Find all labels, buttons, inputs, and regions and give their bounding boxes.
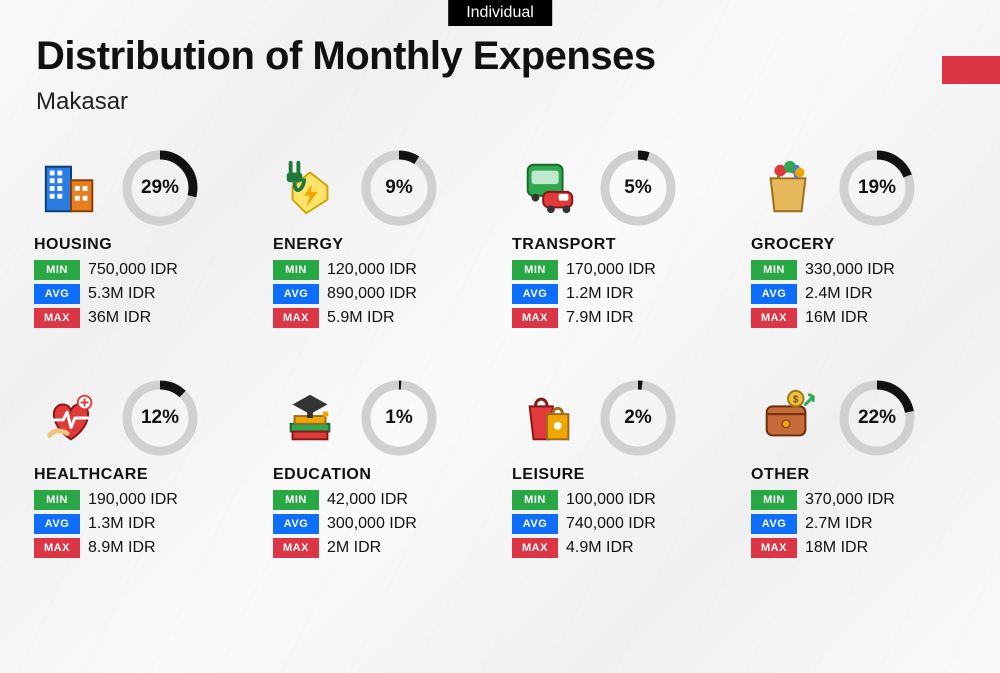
pct-label: 12% xyxy=(122,380,198,456)
max-badge: MAX xyxy=(273,308,319,328)
individual-tag: Individual xyxy=(448,0,552,26)
max-value: 4.9M IDR xyxy=(566,539,634,557)
category-name: TRANSPORT xyxy=(512,236,727,254)
pct-label: 29% xyxy=(122,150,198,226)
category-name: LEISURE xyxy=(512,466,727,484)
pct-label: 9% xyxy=(361,150,437,226)
category-name: HEALTHCARE xyxy=(34,466,249,484)
min-badge: MIN xyxy=(512,490,558,510)
min-badge: MIN xyxy=(34,490,80,510)
max-value: 5.9M IDR xyxy=(327,309,395,327)
max-value: 36M IDR xyxy=(88,309,151,327)
max-value: 18M IDR xyxy=(805,539,868,557)
pct-ring: 2% xyxy=(600,380,676,456)
category-card: 12% HEALTHCARE MIN 190,000 IDR AVG 1.3M … xyxy=(34,380,249,562)
max-value: 2M IDR xyxy=(327,539,381,557)
avg-badge: AVG xyxy=(34,284,80,304)
min-value: 170,000 IDR xyxy=(566,261,656,279)
grocery-icon xyxy=(751,154,825,222)
avg-value: 5.3M IDR xyxy=(88,285,156,303)
location-subtitle: Makasar xyxy=(36,88,128,116)
min-value: 100,000 IDR xyxy=(566,491,656,509)
avg-value: 740,000 IDR xyxy=(566,515,656,533)
education-icon xyxy=(273,384,347,452)
leisure-icon xyxy=(512,384,586,452)
max-badge: MAX xyxy=(34,308,80,328)
avg-badge: AVG xyxy=(751,514,797,534)
category-name: OTHER xyxy=(751,466,966,484)
min-badge: MIN xyxy=(273,490,319,510)
avg-value: 2.7M IDR xyxy=(805,515,873,533)
category-card: $ 22% OTHER MIN 370,000 IDR AVG 2.7M IDR… xyxy=(751,380,966,562)
category-card: 5% TRANSPORT MIN 170,000 IDR AVG 1.2M ID… xyxy=(512,150,727,332)
max-value: 16M IDR xyxy=(805,309,868,327)
energy-icon xyxy=(273,154,347,222)
pct-ring: 12% xyxy=(122,380,198,456)
min-value: 370,000 IDR xyxy=(805,491,895,509)
category-card: 9% ENERGY MIN 120,000 IDR AVG 890,000 ID… xyxy=(273,150,488,332)
category-grid: 29% HOUSING MIN 750,000 IDR AVG 5.3M IDR… xyxy=(34,150,966,562)
pct-label: 1% xyxy=(361,380,437,456)
max-badge: MAX xyxy=(273,538,319,558)
pct-ring: 9% xyxy=(361,150,437,226)
housing-icon xyxy=(34,154,108,222)
min-badge: MIN xyxy=(34,260,80,280)
avg-badge: AVG xyxy=(512,514,558,534)
max-badge: MAX xyxy=(751,538,797,558)
category-card: 29% HOUSING MIN 750,000 IDR AVG 5.3M IDR… xyxy=(34,150,249,332)
max-badge: MAX xyxy=(512,538,558,558)
pct-ring: 19% xyxy=(839,150,915,226)
avg-value: 300,000 IDR xyxy=(327,515,417,533)
avg-value: 1.3M IDR xyxy=(88,515,156,533)
avg-value: 2.4M IDR xyxy=(805,285,873,303)
avg-badge: AVG xyxy=(273,284,319,304)
min-value: 120,000 IDR xyxy=(327,261,417,279)
min-value: 750,000 IDR xyxy=(88,261,178,279)
category-name: GROCERY xyxy=(751,236,966,254)
min-badge: MIN xyxy=(751,490,797,510)
max-badge: MAX xyxy=(34,538,80,558)
avg-badge: AVG xyxy=(273,514,319,534)
min-badge: MIN xyxy=(273,260,319,280)
avg-value: 1.2M IDR xyxy=(566,285,634,303)
category-card: 2% LEISURE MIN 100,000 IDR AVG 740,000 I… xyxy=(512,380,727,562)
category-name: HOUSING xyxy=(34,236,249,254)
healthcare-icon xyxy=(34,384,108,452)
transport-icon xyxy=(512,154,586,222)
category-name: EDUCATION xyxy=(273,466,488,484)
max-badge: MAX xyxy=(512,308,558,328)
category-name: ENERGY xyxy=(273,236,488,254)
pct-ring: 29% xyxy=(122,150,198,226)
max-value: 8.9M IDR xyxy=(88,539,156,557)
avg-badge: AVG xyxy=(751,284,797,304)
pct-ring: 22% xyxy=(839,380,915,456)
max-value: 7.9M IDR xyxy=(566,309,634,327)
max-badge: MAX xyxy=(751,308,797,328)
other-icon: $ xyxy=(751,384,825,452)
svg-text:$: $ xyxy=(793,395,799,406)
pct-label: 5% xyxy=(600,150,676,226)
pct-label: 22% xyxy=(839,380,915,456)
avg-badge: AVG xyxy=(512,284,558,304)
min-value: 330,000 IDR xyxy=(805,261,895,279)
min-badge: MIN xyxy=(512,260,558,280)
min-value: 42,000 IDR xyxy=(327,491,408,509)
category-card: 19% GROCERY MIN 330,000 IDR AVG 2.4M IDR… xyxy=(751,150,966,332)
country-flag xyxy=(942,56,1000,84)
page-title: Distribution of Monthly Expenses xyxy=(36,34,656,79)
min-badge: MIN xyxy=(751,260,797,280)
pct-ring: 5% xyxy=(600,150,676,226)
category-card: 1% EDUCATION MIN 42,000 IDR AVG 300,000 … xyxy=(273,380,488,562)
pct-label: 19% xyxy=(839,150,915,226)
pct-ring: 1% xyxy=(361,380,437,456)
avg-value: 890,000 IDR xyxy=(327,285,417,303)
avg-badge: AVG xyxy=(34,514,80,534)
min-value: 190,000 IDR xyxy=(88,491,178,509)
pct-label: 2% xyxy=(600,380,676,456)
